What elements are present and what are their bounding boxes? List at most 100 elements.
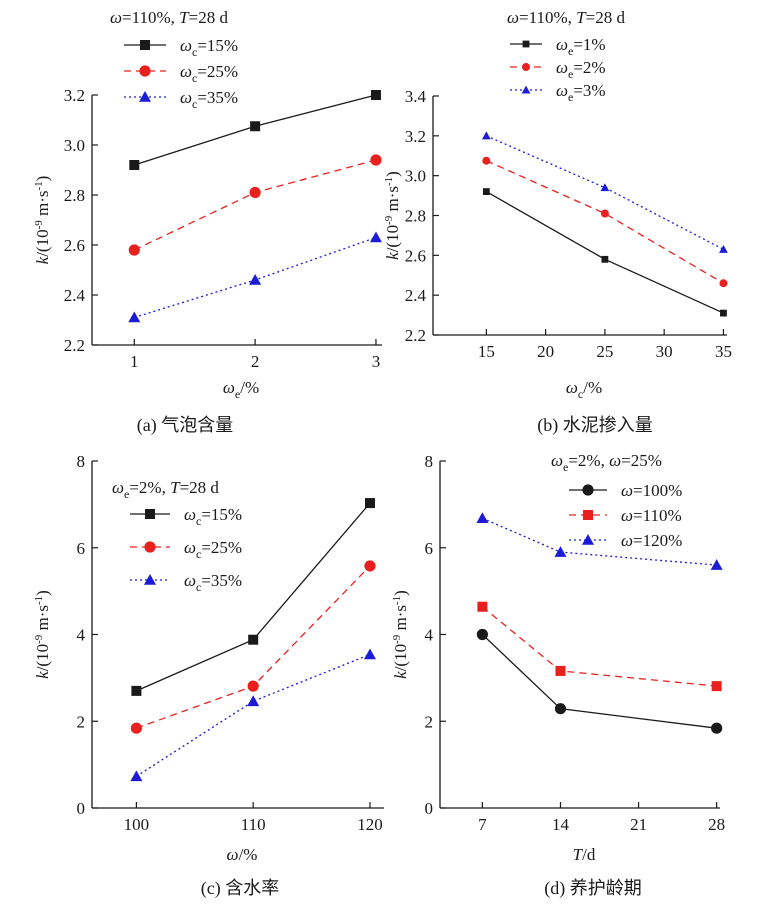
x-tick-label: 100: [124, 815, 150, 834]
data-point: [600, 209, 609, 218]
data-point: [249, 274, 262, 285]
data-point: [720, 309, 727, 317]
data-point: [554, 546, 567, 557]
legend-item: ωe=2%: [510, 58, 606, 81]
data-point: [719, 279, 728, 288]
panel-a-header: ω=110%, T=28 d: [110, 8, 228, 27]
panel-a-caption: (a) 气泡含量: [137, 415, 233, 436]
panel-b-caption: (b) 水泥掺入量: [537, 415, 653, 436]
x-tick-label: 30: [656, 342, 673, 361]
series-3: [128, 231, 382, 323]
data-point: [247, 695, 260, 707]
data-point: [248, 634, 259, 645]
x-tick-label: 3: [372, 352, 381, 371]
series-line: [136, 653, 371, 777]
y-tick-label: 2: [425, 712, 434, 731]
legend-label: ωc=25%: [184, 538, 242, 561]
data-point: [363, 648, 376, 660]
legend-item: ωc=15%: [124, 36, 238, 59]
x-axis-title: T/d: [573, 845, 596, 864]
legend-item: ω=120%: [569, 531, 682, 550]
data-point: [130, 770, 143, 782]
legend-label: ω=120%: [621, 531, 682, 550]
data-point: [710, 559, 723, 570]
legend-item: ωc=35%: [124, 88, 238, 111]
legend-label: ωc=15%: [180, 36, 238, 59]
series-1: [131, 498, 375, 696]
x-tick-label: 2: [251, 352, 260, 371]
legend-label: ω=100%: [621, 481, 682, 500]
data-point: [719, 244, 728, 253]
legend-item: ω=100%: [569, 481, 682, 500]
legend-marker: [139, 65, 151, 77]
data-point: [128, 244, 140, 256]
series-3: [481, 131, 728, 253]
legend-marker: [583, 510, 593, 520]
y-tick-label: 3.0: [64, 136, 85, 155]
data-point: [130, 722, 142, 734]
legend-marker: [139, 91, 151, 102]
data-point: [476, 628, 488, 641]
legend-label: ωe=1%: [556, 35, 606, 58]
y-tick-label: 2.8: [405, 207, 426, 226]
x-tick-label: 120: [357, 815, 383, 834]
data-point: [370, 154, 382, 166]
data-point: [477, 601, 488, 612]
legend-label: ωc=35%: [184, 571, 242, 594]
y-tick-label: 8: [425, 452, 434, 471]
data-point: [554, 703, 567, 715]
series-3: [476, 512, 723, 570]
data-point: [555, 665, 566, 676]
data-point: [711, 681, 722, 692]
legend-item: ωc=25%: [130, 538, 242, 561]
data-point: [370, 90, 381, 100]
data-point: [364, 560, 376, 572]
y-axis-title: k/(10-9 m·s-1): [33, 176, 52, 265]
panel-a: ω=110%, T=28 d (a) 气泡含量: [110, 8, 233, 436]
x-axis-title: ω/%: [227, 845, 258, 864]
panel-c-caption: (c) 含水率: [201, 878, 279, 899]
x-tick-label: 15: [478, 342, 495, 361]
x-tick-label: 110: [241, 815, 266, 834]
plot-d: 0 2 4 6 8 7 14 21 28 T/d k/(10-9 m·s-1) ω=100% ω=110…: [391, 452, 725, 864]
legend-marker: [582, 534, 594, 545]
data-point: [364, 498, 375, 509]
y-tick-label: 3.2: [64, 86, 85, 105]
panel-b: ω=110%, T=28 d (b) 水泥掺入量: [507, 8, 653, 436]
y-tick-label: 0: [77, 799, 86, 818]
series-1: [482, 188, 727, 317]
data-point: [128, 311, 141, 323]
data-point: [131, 685, 142, 696]
y-tick-label: 3.0: [405, 167, 426, 186]
legend-marker: [145, 509, 155, 519]
data-point: [711, 722, 723, 734]
x-tick-label: 28: [708, 815, 725, 834]
x-tick-label: 35: [715, 342, 732, 361]
panel-c: ωe=2%, T=28 d (c) 含水率: [112, 478, 279, 899]
plot-c: 0 2 4 6 8 100 110 120 ω/% k/(10-9 m·s-1) ωc=15% ωc=…: [33, 452, 384, 864]
y-tick-label: 6: [77, 539, 86, 558]
y-tick-label: 0: [425, 799, 434, 818]
series-1: [129, 90, 381, 170]
y-tick-label: 2.2: [64, 336, 85, 355]
series-1: [476, 628, 723, 734]
data-point: [249, 186, 261, 199]
legend-label: ωe=3%: [556, 81, 606, 104]
legend-item: ω=110%: [569, 506, 682, 525]
y-tick-label: 2.4: [405, 286, 427, 305]
x-axis-title: ωc/%: [566, 378, 602, 401]
y-axis-title: k/(10-9 m·s-1): [383, 171, 402, 260]
data-point: [482, 188, 490, 195]
y-axis-title: k/(10-9 m·s-1): [33, 590, 52, 679]
series-3: [130, 648, 376, 782]
data-point: [601, 255, 609, 263]
panel-d-caption: (d) 养护龄期: [544, 878, 642, 899]
panel-b-header: ω=110%, T=28 d: [507, 8, 625, 27]
legend-marker: [522, 40, 530, 48]
x-tick-label: 20: [537, 342, 554, 361]
series-line: [486, 160, 724, 284]
x-tick-label: 1: [130, 352, 139, 371]
y-axis-title: k/(10-9 m·s-1): [391, 590, 410, 679]
legend-marker: [140, 40, 150, 50]
